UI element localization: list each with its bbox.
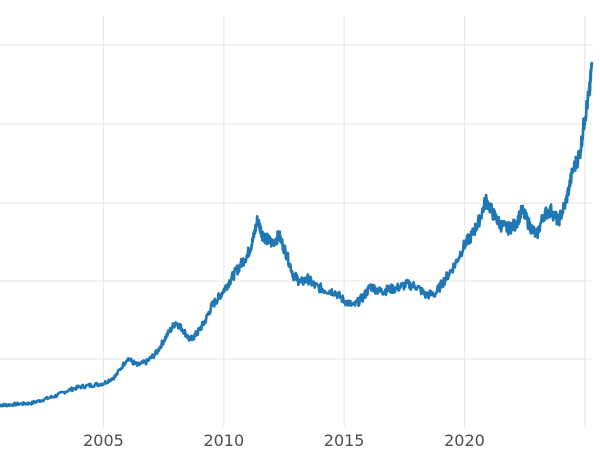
vertical-gridlines [102,16,586,427]
series-line-0 [0,61,594,408]
horizontal-gridlines [0,44,592,360]
x-tick-label-2015: 2015 [324,431,365,450]
x-tick-label-2020: 2020 [444,431,485,450]
series-group [0,61,594,408]
x-tick-label-2005: 2005 [83,431,124,450]
x-axis-tick-labels: 2005 2010 2015 2020 [83,431,485,450]
x-tick-label-2010: 2010 [203,431,244,450]
